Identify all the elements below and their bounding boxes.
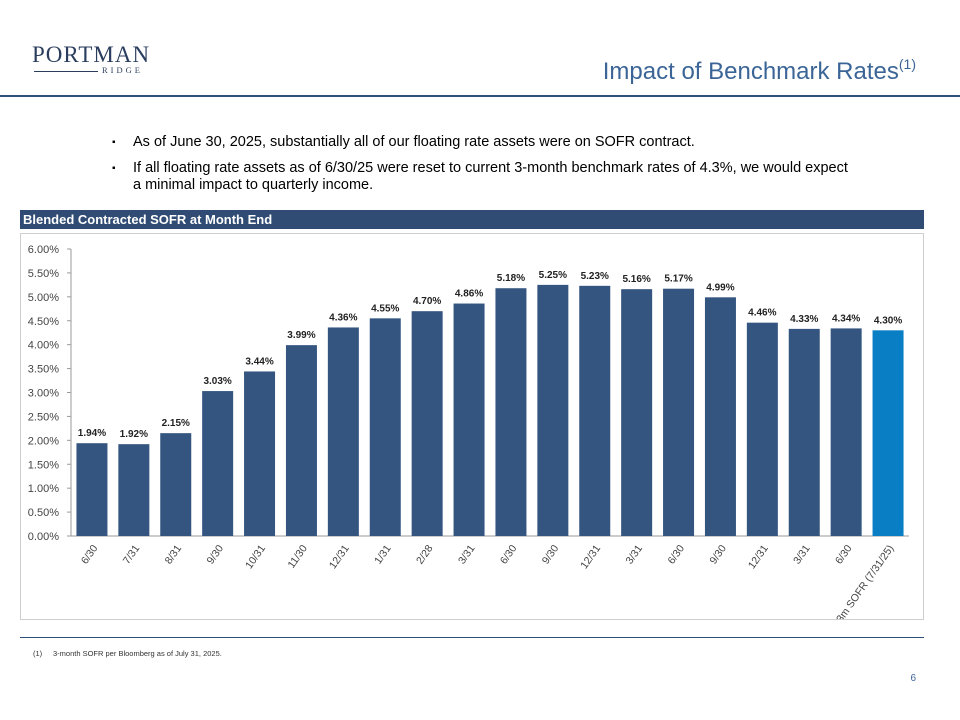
bar-8 [369, 318, 401, 536]
x-tick-label: 1/31 [372, 543, 394, 567]
bar-19 [830, 328, 862, 536]
x-tick-label: 12/31 [746, 543, 771, 572]
x-tick-label: 11/30 [285, 543, 310, 571]
portman-ridge-logo: PORTMAN RIDGE [32, 42, 150, 78]
bar-10 [453, 303, 485, 536]
y-tick-label: 0.50% [28, 507, 59, 519]
x-tick-label: 10/31 [243, 543, 268, 572]
bar-2 [118, 444, 150, 536]
data-label: 4.33% [790, 314, 818, 325]
bar-14 [621, 289, 653, 536]
data-label: 4.36% [329, 312, 357, 323]
data-label: 3.99% [287, 330, 315, 341]
x-tick-label: 6/30 [498, 543, 520, 567]
y-tick-label: 4.00% [28, 340, 59, 352]
footnote-number: (1) [33, 649, 43, 658]
x-tick-label: 6/30 [665, 543, 687, 567]
chart-frame: 0.00% 0.50% 1.00% 1.50% 2.00% 2.50% 3.00% 3.50%… [20, 233, 924, 620]
x-tick-label: 7/31 [121, 543, 143, 567]
bar-16 [704, 297, 736, 536]
bar-13 [579, 285, 611, 536]
y-tick-label: 1.00% [28, 483, 59, 495]
bullet-list: ▪ As of June 30, 2025, substantially all… [112, 134, 852, 203]
page-title: Impact of Benchmark Rates(1) [602, 56, 916, 86]
data-label: 4.30% [874, 315, 902, 326]
footnote: (1) 3-month SOFR per Bloomberg as of July… [33, 649, 222, 658]
bullet-item: ▪ As of June 30, 2025, substantially all… [112, 134, 852, 151]
bar-7 [327, 327, 359, 536]
y-tick-label: 4.50% [28, 316, 59, 328]
bar-1 [76, 443, 108, 536]
header-divider [0, 95, 960, 97]
page-number: 6 [910, 673, 916, 684]
bar-17 [746, 322, 778, 536]
data-label: 4.70% [413, 296, 441, 307]
title-footnote-ref: (1) [898, 56, 916, 72]
footnote-text: 3-month SOFR per Bloomberg as of July 31… [53, 649, 222, 658]
x-tick-label: 12/31 [327, 543, 352, 572]
data-label: 4.46% [748, 308, 776, 319]
x-tick-label: 2/28 [414, 543, 436, 567]
data-label: 4.34% [832, 313, 860, 324]
x-tick-label: 6/30 [79, 543, 101, 567]
x-tick-label: 3/31 [456, 543, 478, 567]
bar-20 [872, 330, 904, 536]
bullet-text: As of June 30, 2025, substantially all o… [133, 134, 695, 150]
bullet-item: ▪ If all floating rate assets as of 6/30… [112, 160, 852, 194]
x-tick-label: 6/30 [833, 543, 855, 567]
bar-9 [411, 311, 443, 536]
bar-11 [495, 288, 527, 536]
data-label: 5.16% [622, 274, 650, 285]
bullet-text: If all floating rate assets as of 6/30/2… [133, 160, 848, 193]
y-tick-label: 6.00% [28, 244, 59, 256]
data-label: 3.44% [245, 356, 273, 367]
page-title-text: Impact of Benchmark Rates [602, 58, 899, 85]
data-label: 5.25% [539, 270, 567, 281]
data-label: 2.15% [162, 418, 190, 429]
footer-divider [20, 637, 924, 638]
bar-4 [202, 391, 234, 536]
y-tick-label: 2.50% [28, 411, 59, 423]
bar-12 [537, 284, 569, 536]
bullet-marker-icon: ▪ [112, 137, 116, 148]
y-tick-label: 5.50% [28, 268, 59, 280]
x-tick-label: 9/30 [707, 543, 729, 567]
y-tick-label: 1.50% [28, 459, 59, 471]
x-tick-label: 3/31 [624, 543, 646, 567]
logo-wordmark: PORTMAN [32, 42, 151, 67]
bar-6 [285, 345, 317, 536]
logo-subtitle: RIDGE [102, 65, 143, 75]
x-tick-label: 3/31 [791, 543, 813, 567]
y-tick-label: 3.00% [28, 388, 59, 400]
data-label: 4.55% [371, 303, 399, 314]
x-tick-label: 8/31 [163, 543, 185, 567]
data-label: 5.17% [664, 274, 692, 285]
y-tick-label: 5.00% [28, 292, 59, 304]
logo-rule [34, 71, 98, 72]
data-label: 1.94% [78, 428, 106, 439]
bar-5 [244, 371, 276, 536]
y-tick-label: 2.00% [28, 435, 59, 447]
y-tick-label: 3.50% [28, 364, 59, 376]
chart-header-title: Blended Contracted SOFR at Month End [23, 212, 273, 227]
data-label: 3.03% [203, 376, 231, 387]
bullet-marker-icon: ▪ [112, 163, 116, 174]
data-label: 5.23% [581, 271, 609, 282]
x-tick-label: 9/30 [540, 543, 562, 567]
sofr-bar-chart: 0.00% 0.50% 1.00% 1.50% 2.00% 2.50% 3.00% 3.50%… [28, 244, 909, 619]
data-label: 5.18% [497, 273, 525, 284]
x-tick-label: 12/31 [578, 543, 603, 572]
x-tick-label: 9/30 [205, 543, 227, 567]
bar-3 [160, 433, 192, 536]
y-tick-label: 0.00% [28, 531, 59, 543]
bar-18 [788, 328, 820, 536]
chart-header-bar: Blended Contracted SOFR at Month End [20, 210, 924, 229]
data-label: 1.92% [120, 429, 148, 440]
data-label: 4.99% [706, 282, 734, 293]
bar-15 [663, 288, 695, 536]
data-label: 4.86% [455, 289, 483, 300]
